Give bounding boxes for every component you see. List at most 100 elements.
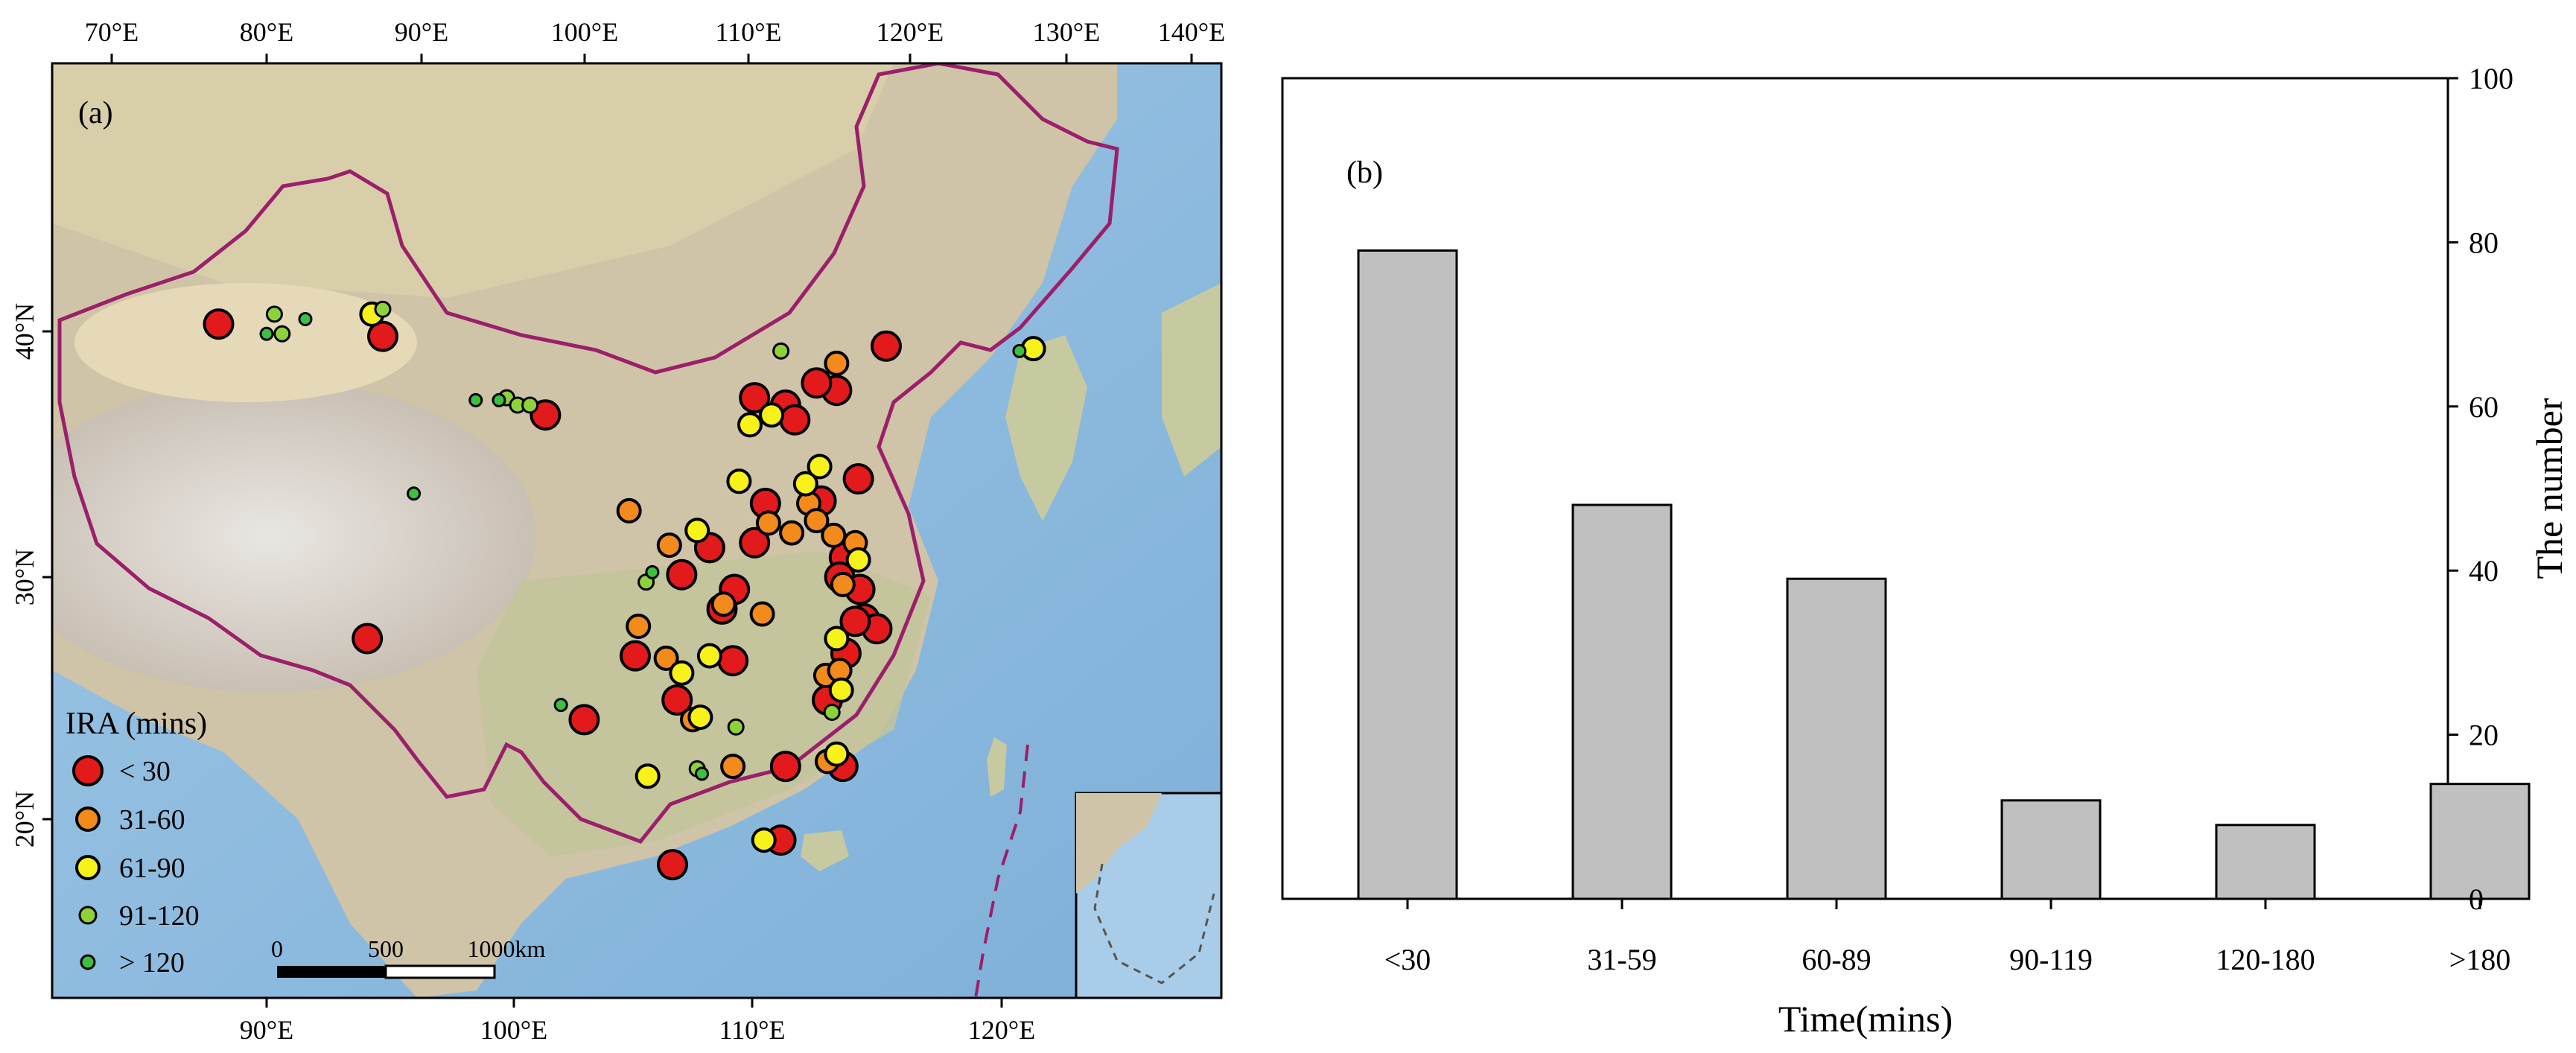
japan — [1162, 283, 1221, 477]
scale-segment — [384, 964, 496, 979]
map-point — [616, 497, 642, 524]
map-point — [653, 645, 679, 671]
map-point — [824, 741, 850, 767]
map-point — [298, 312, 313, 326]
inset-land — [1076, 793, 1162, 894]
map-point — [779, 520, 805, 546]
map-point — [669, 660, 695, 686]
map-point — [553, 698, 568, 713]
korea-peninsula — [1005, 335, 1087, 521]
south-terrain — [477, 551, 931, 856]
y-tick-label: 20 — [2469, 719, 2499, 752]
x-tick-label: >180 — [2449, 943, 2511, 976]
scale-label: 0 — [271, 935, 283, 962]
map-point — [823, 704, 841, 721]
map-point — [759, 402, 785, 428]
map-point — [635, 763, 661, 789]
left-tick-label: 30°N — [10, 549, 39, 605]
map-point — [492, 392, 506, 407]
map-point — [726, 468, 752, 494]
map-point — [521, 396, 539, 414]
map-point — [792, 471, 818, 497]
map-point — [684, 518, 710, 544]
y-tick-label: 80 — [2469, 226, 2499, 259]
map-point — [367, 320, 398, 352]
legend-swatch — [75, 855, 101, 880]
map-point — [695, 766, 709, 781]
map-point — [824, 626, 850, 652]
x-tick-label: 31-59 — [1587, 943, 1656, 976]
legend-swatch — [75, 807, 101, 832]
x-tick-label: <30 — [1384, 943, 1431, 976]
left-tick-label: 20°N — [10, 791, 39, 847]
bottom-tick-label: 110°E — [719, 1015, 785, 1045]
map-point — [720, 754, 746, 780]
x-axis: <30 31-59 60-89 90-119 120-180 >180 — [1384, 899, 2511, 976]
map-point — [666, 559, 698, 591]
map-point — [656, 532, 682, 559]
top-tick-label: 130°E — [1033, 17, 1100, 47]
map-point — [830, 571, 856, 597]
map-point — [273, 325, 291, 343]
map-point — [839, 605, 871, 637]
china-border — [57, 63, 1119, 844]
bottom-tick-label: 90°E — [240, 1015, 293, 1045]
map-point — [737, 412, 763, 438]
bar — [1571, 503, 1673, 900]
top-tick-label: 70°E — [85, 17, 139, 47]
map-point — [769, 751, 801, 783]
map-points — [203, 300, 1046, 881]
legend-label: > 120 — [119, 947, 185, 979]
top-tick-label: 90°E — [395, 17, 448, 47]
y-tick-label: 100 — [2469, 62, 2513, 95]
map-point — [645, 564, 660, 579]
top-tick-label: 110°E — [715, 17, 781, 47]
legend-swatch — [78, 906, 98, 925]
tibetan-plateau — [52, 380, 536, 693]
y-tick-label: 0 — [2469, 882, 2484, 916]
legend-label: < 30 — [119, 756, 171, 787]
map-point — [687, 704, 713, 731]
hainan — [801, 830, 849, 871]
legend-swatch — [72, 755, 104, 786]
map-point — [259, 326, 274, 341]
dashed-boundary — [974, 744, 1029, 998]
x-axis-label: Time(mins) — [1778, 998, 1953, 1040]
scale-bar: 0 500 1000km — [271, 935, 546, 979]
map-frame — [51, 62, 1223, 999]
x-tick-label: 60-89 — [1801, 943, 1871, 976]
bar — [2429, 783, 2531, 900]
map-point — [568, 704, 600, 736]
legend-label: 61-90 — [119, 853, 185, 884]
map-point — [821, 522, 847, 548]
map-point — [657, 849, 688, 881]
top-tick-label: 140°E — [1158, 17, 1225, 47]
map-point — [727, 718, 745, 736]
legend-title: IRA (mins) — [66, 707, 207, 741]
top-tick-label: 100°E — [551, 17, 618, 47]
inset-dashes — [1093, 863, 1215, 984]
map-point — [374, 300, 392, 318]
map-point — [407, 486, 422, 501]
y-tick-label: 60 — [2469, 390, 2499, 424]
tarim-basin — [74, 283, 417, 402]
map-point — [1012, 343, 1027, 358]
legend-label: 91-120 — [119, 900, 200, 932]
map-point — [739, 382, 771, 414]
map-point — [772, 342, 790, 360]
bottom-tick-label: 100°E — [480, 1015, 547, 1045]
map-point — [265, 305, 283, 323]
left-tick-label: 40°N — [10, 303, 39, 360]
bar — [2000, 799, 2102, 900]
map-point — [710, 591, 737, 617]
map-point — [352, 623, 384, 655]
map-panel: (a) 70°E 80°E 90°E 100°E 110°E 120°E 130… — [10, 17, 1225, 1045]
map-point — [696, 643, 722, 669]
panel-label-b: (b) — [1346, 156, 1383, 190]
bar — [1786, 577, 1887, 900]
panel-label-a: (a) — [78, 96, 113, 130]
bottom-axis: 90°E 100°E 110°E 120°E — [240, 998, 1035, 1045]
map-point — [828, 677, 854, 703]
scale-segment — [277, 966, 386, 978]
map-point — [203, 308, 235, 340]
